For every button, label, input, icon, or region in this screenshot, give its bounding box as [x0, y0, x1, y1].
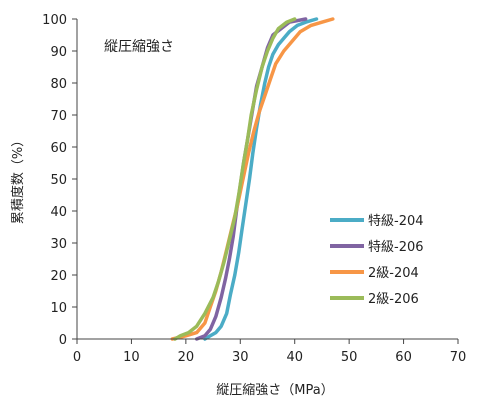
x-tick-label: 40 — [286, 350, 303, 365]
y-tick-label: 60 — [50, 141, 67, 156]
y-ticks: 0 10 20 30 40 50 60 70 80 90 100 — [42, 13, 77, 348]
y-tick-label: 40 — [50, 205, 67, 220]
x-tick-label: 30 — [232, 350, 249, 365]
series-line-3 — [170, 17, 335, 341]
x-tick-label: 0 — [73, 350, 81, 365]
x-tick-label: 50 — [341, 350, 358, 365]
x-tick-label: 10 — [123, 350, 140, 365]
series-line-1 — [203, 17, 319, 341]
y-tick-label: 10 — [50, 301, 67, 316]
legend: 特級-204 特級-206 2級-204 2級-206 — [330, 214, 424, 307]
x-ticks: 0 10 20 30 40 50 60 70 — [73, 339, 466, 365]
series-layer — [170, 17, 335, 341]
legend-label-3: 2級-204 — [368, 266, 419, 281]
y-tick-label: 50 — [50, 173, 67, 188]
y-tick-label: 90 — [50, 45, 67, 60]
chart-annotation: 縦圧縮強さ — [104, 39, 174, 55]
legend-label-2: 特級-206 — [368, 240, 424, 255]
x-tick-label: 70 — [450, 350, 467, 365]
y-tick-label: 100 — [42, 13, 67, 28]
y-tick-label: 30 — [50, 237, 67, 252]
x-tick-label: 20 — [178, 350, 195, 365]
x-axis-title: 縦圧縮強さ（MPa） — [216, 382, 333, 398]
y-axis-title: 累積度数（%） — [10, 134, 26, 224]
series-line-4 — [173, 17, 297, 341]
y-tick-label: 0 — [59, 333, 67, 348]
legend-label-4: 2級-206 — [368, 292, 419, 307]
y-tick-label: 80 — [50, 77, 67, 92]
y-tick-label: 20 — [50, 269, 67, 284]
x-tick-label: 60 — [395, 350, 412, 365]
legend-label-1: 特級-204 — [368, 214, 424, 229]
y-tick-label: 70 — [50, 109, 67, 124]
